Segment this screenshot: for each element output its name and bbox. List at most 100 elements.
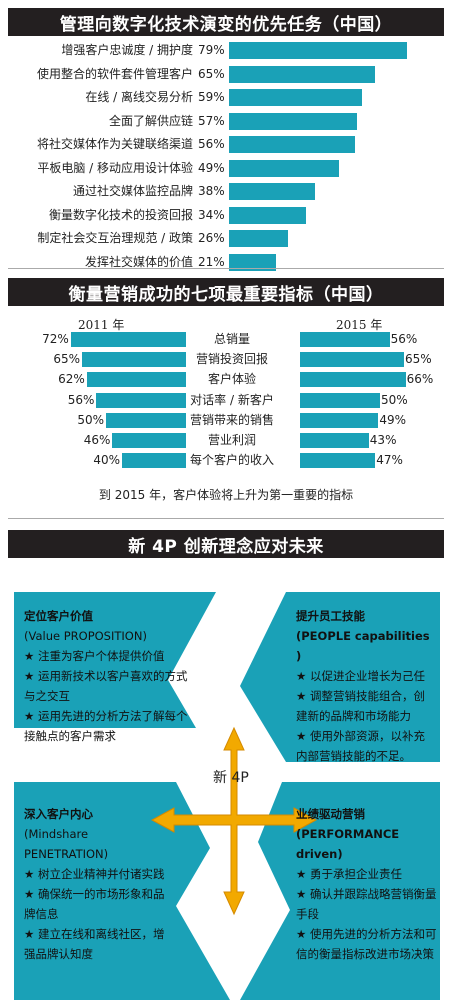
bar-category-label: 使用整合的软件套件管理客户 bbox=[36, 66, 193, 81]
quad-performance-bg bbox=[240, 782, 440, 1000]
bar-category-label: 在线 / 离线交易分析 bbox=[85, 90, 193, 104]
bar-2015-value-label: 43% bbox=[369, 433, 397, 447]
bar bbox=[229, 136, 355, 153]
bar-2015 bbox=[300, 433, 369, 448]
bar-2011 bbox=[70, 332, 186, 347]
bar-2011 bbox=[82, 352, 186, 368]
metric-category-label: 对话率 / 新客户 bbox=[190, 392, 274, 407]
year-2011-label: 2011 年 bbox=[78, 318, 125, 332]
quad-value-item: ★ 注重为客户个体提供价值 bbox=[24, 649, 165, 663]
quad-mindshare-item: ★ 建立在线和离线社区，增强品牌认知度 bbox=[24, 927, 165, 961]
bar-value-label: 56% bbox=[198, 137, 225, 151]
quad-mindshare: 深入客户内心 (Mindshare PENETRATION) ★ 树立企业精神并… bbox=[24, 804, 174, 964]
quad-value-item: ★ 运用先进的分析方法了解每个接触点的客户需求 bbox=[24, 709, 188, 743]
bar-category-label: 通过社交媒体监控品牌 bbox=[72, 184, 193, 198]
bar-2015-value-label: 56% bbox=[390, 332, 418, 346]
bar-2011-value-label: 62% bbox=[58, 372, 85, 387]
quad-performance-title: 业绩驱动营销 bbox=[296, 807, 365, 821]
quad-value-item: ★ 运用新技术以客户喜欢的方式与之交互 bbox=[24, 669, 188, 703]
bar-value-label: 65% bbox=[198, 66, 225, 81]
bar-2011 bbox=[112, 433, 186, 448]
bar-category-label: 全面了解供应链 bbox=[108, 113, 193, 128]
bar bbox=[229, 159, 340, 177]
bar-2011-value-label: 56% bbox=[67, 392, 95, 407]
bar-value-label: 79% bbox=[198, 43, 225, 57]
quad-mindshare-item: ★ 确保统一的市场形象和品牌信息 bbox=[24, 887, 165, 921]
quad-value-subtitle: (Value PROPOSITION) bbox=[24, 629, 147, 643]
quad-mindshare-item: ★ 树立企业精神并付诸实践 bbox=[24, 867, 165, 881]
bar-2011 bbox=[122, 453, 186, 469]
quad-mindshare-bg bbox=[14, 782, 230, 1000]
bar-2015-value-label: 49% bbox=[379, 412, 407, 427]
bar-2011-value-label: 72% bbox=[42, 332, 69, 346]
bar-2011-value-label: 40% bbox=[93, 453, 120, 468]
bar-2011-value-label: 50% bbox=[77, 412, 104, 427]
bar-value-label: 26% bbox=[198, 231, 225, 245]
bar bbox=[229, 89, 362, 106]
quad-people-item: ★ 使用外部资源，以补充内部营销技能的不足。 bbox=[296, 729, 425, 763]
quad-performance-item: ★ 勇于承担企业责任 bbox=[296, 867, 402, 881]
cross-arrows bbox=[150, 726, 318, 916]
bar-category-label: 将社交媒体作为关键联络渠道 bbox=[36, 137, 193, 151]
bar-2011 bbox=[106, 412, 186, 428]
metric-category-label: 营业利润 bbox=[207, 433, 256, 447]
bar bbox=[229, 206, 306, 224]
quad-mindshare-title: 深入客户内心 bbox=[24, 807, 93, 821]
bar-value-label: 59% bbox=[198, 90, 225, 104]
bar-2015-value-label: 50% bbox=[381, 392, 408, 407]
bar-2011 bbox=[86, 372, 186, 388]
bar-2015 bbox=[300, 412, 379, 428]
bar-2015 bbox=[300, 332, 390, 347]
year-2015-label: 2015 年 bbox=[336, 318, 383, 332]
metric-category-label: 营销投资回报 bbox=[195, 352, 268, 367]
quad-performance-item: ★ 确认并跟踪战略营销衡量手段 bbox=[296, 887, 437, 921]
bar-2015 bbox=[300, 392, 380, 408]
quad-value-title: 定位客户价值 bbox=[24, 609, 93, 623]
bar-category-label: 制定社会交互治理规范 / 政策 bbox=[37, 231, 193, 245]
section2-title: 衡量营销成功的七项最重要指标（中国） bbox=[8, 278, 444, 306]
quad-people-item: ★ 调整营销技能组合，创建新的品牌和市场能力 bbox=[296, 689, 425, 723]
four-p-diagram bbox=[14, 592, 440, 1000]
section1-title: 管理向数字化技术演变的优先任务（中国） bbox=[8, 8, 444, 36]
quad-value-bg bbox=[14, 592, 216, 728]
divider bbox=[8, 268, 444, 269]
bar bbox=[229, 253, 277, 271]
metric-category-label: 每个客户的收入 bbox=[190, 453, 275, 468]
bar-category-label: 增强客户忠诚度 / 拥护度 bbox=[61, 43, 193, 57]
quad-people-title: 提升员工技能 bbox=[296, 609, 365, 623]
bar-2015 bbox=[300, 352, 404, 368]
divider bbox=[8, 518, 444, 519]
chart2-note: 到 2015 年，客户体验将上升为第一重要的指标 bbox=[98, 488, 354, 502]
quad-people-subtitle: (PEOPLE capabilities ) bbox=[296, 629, 430, 663]
quad-value: 定位客户价值 (Value PROPOSITION) ★ 注重为客户个体提供价值… bbox=[24, 606, 194, 746]
quad-performance-subtitle: (PERFORMANCE driven) bbox=[296, 827, 400, 861]
metric-category-label: 客户体验 bbox=[207, 372, 256, 387]
bar-value-label: 21% bbox=[198, 254, 225, 269]
bar-value-label: 49% bbox=[198, 160, 225, 175]
bar-category-label: 平板电脑 / 移动应用设计体验 bbox=[37, 160, 193, 175]
bar-2015-value-label: 66% bbox=[406, 372, 434, 387]
bar-2011-value-label: 65% bbox=[53, 352, 80, 367]
quad-mindshare-subtitle: (Mindshare PENETRATION) bbox=[24, 827, 109, 861]
bar-2015 bbox=[300, 372, 406, 388]
bar-category-label: 衡量数字化技术的投资回报 bbox=[48, 207, 193, 222]
bar bbox=[229, 112, 358, 130]
bar-value-label: 38% bbox=[198, 184, 225, 198]
bar-2015-value-label: 65% bbox=[405, 352, 432, 367]
bar-value-label: 34% bbox=[198, 207, 225, 222]
metric-category-label: 总销量 bbox=[213, 332, 250, 346]
quad-performance: 业绩驱动营销 (PERFORMANCE driven) ★ 勇于承担企业责任 ★… bbox=[296, 804, 440, 964]
bar-2011-value-label: 46% bbox=[83, 433, 111, 447]
quad-people-bg bbox=[240, 592, 440, 762]
section3-title: 新 4P 创新理念应对未来 bbox=[8, 530, 444, 558]
bar-2015-value-label: 47% bbox=[376, 453, 403, 468]
bar bbox=[229, 183, 315, 200]
bar bbox=[229, 42, 407, 59]
metric-category-label: 营销带来的销售 bbox=[190, 412, 275, 427]
quad-people-item: ★ 以促进企业增长为己任 bbox=[296, 669, 425, 683]
bar-category-label: 发挥社交媒体的价值 bbox=[84, 254, 193, 269]
bar-2011 bbox=[96, 392, 186, 408]
bar-2015 bbox=[300, 453, 376, 469]
bar-value-label: 57% bbox=[198, 113, 225, 128]
quad-people: 提升员工技能 (PEOPLE capabilities ) ★ 以促进企业增长为… bbox=[296, 606, 436, 766]
